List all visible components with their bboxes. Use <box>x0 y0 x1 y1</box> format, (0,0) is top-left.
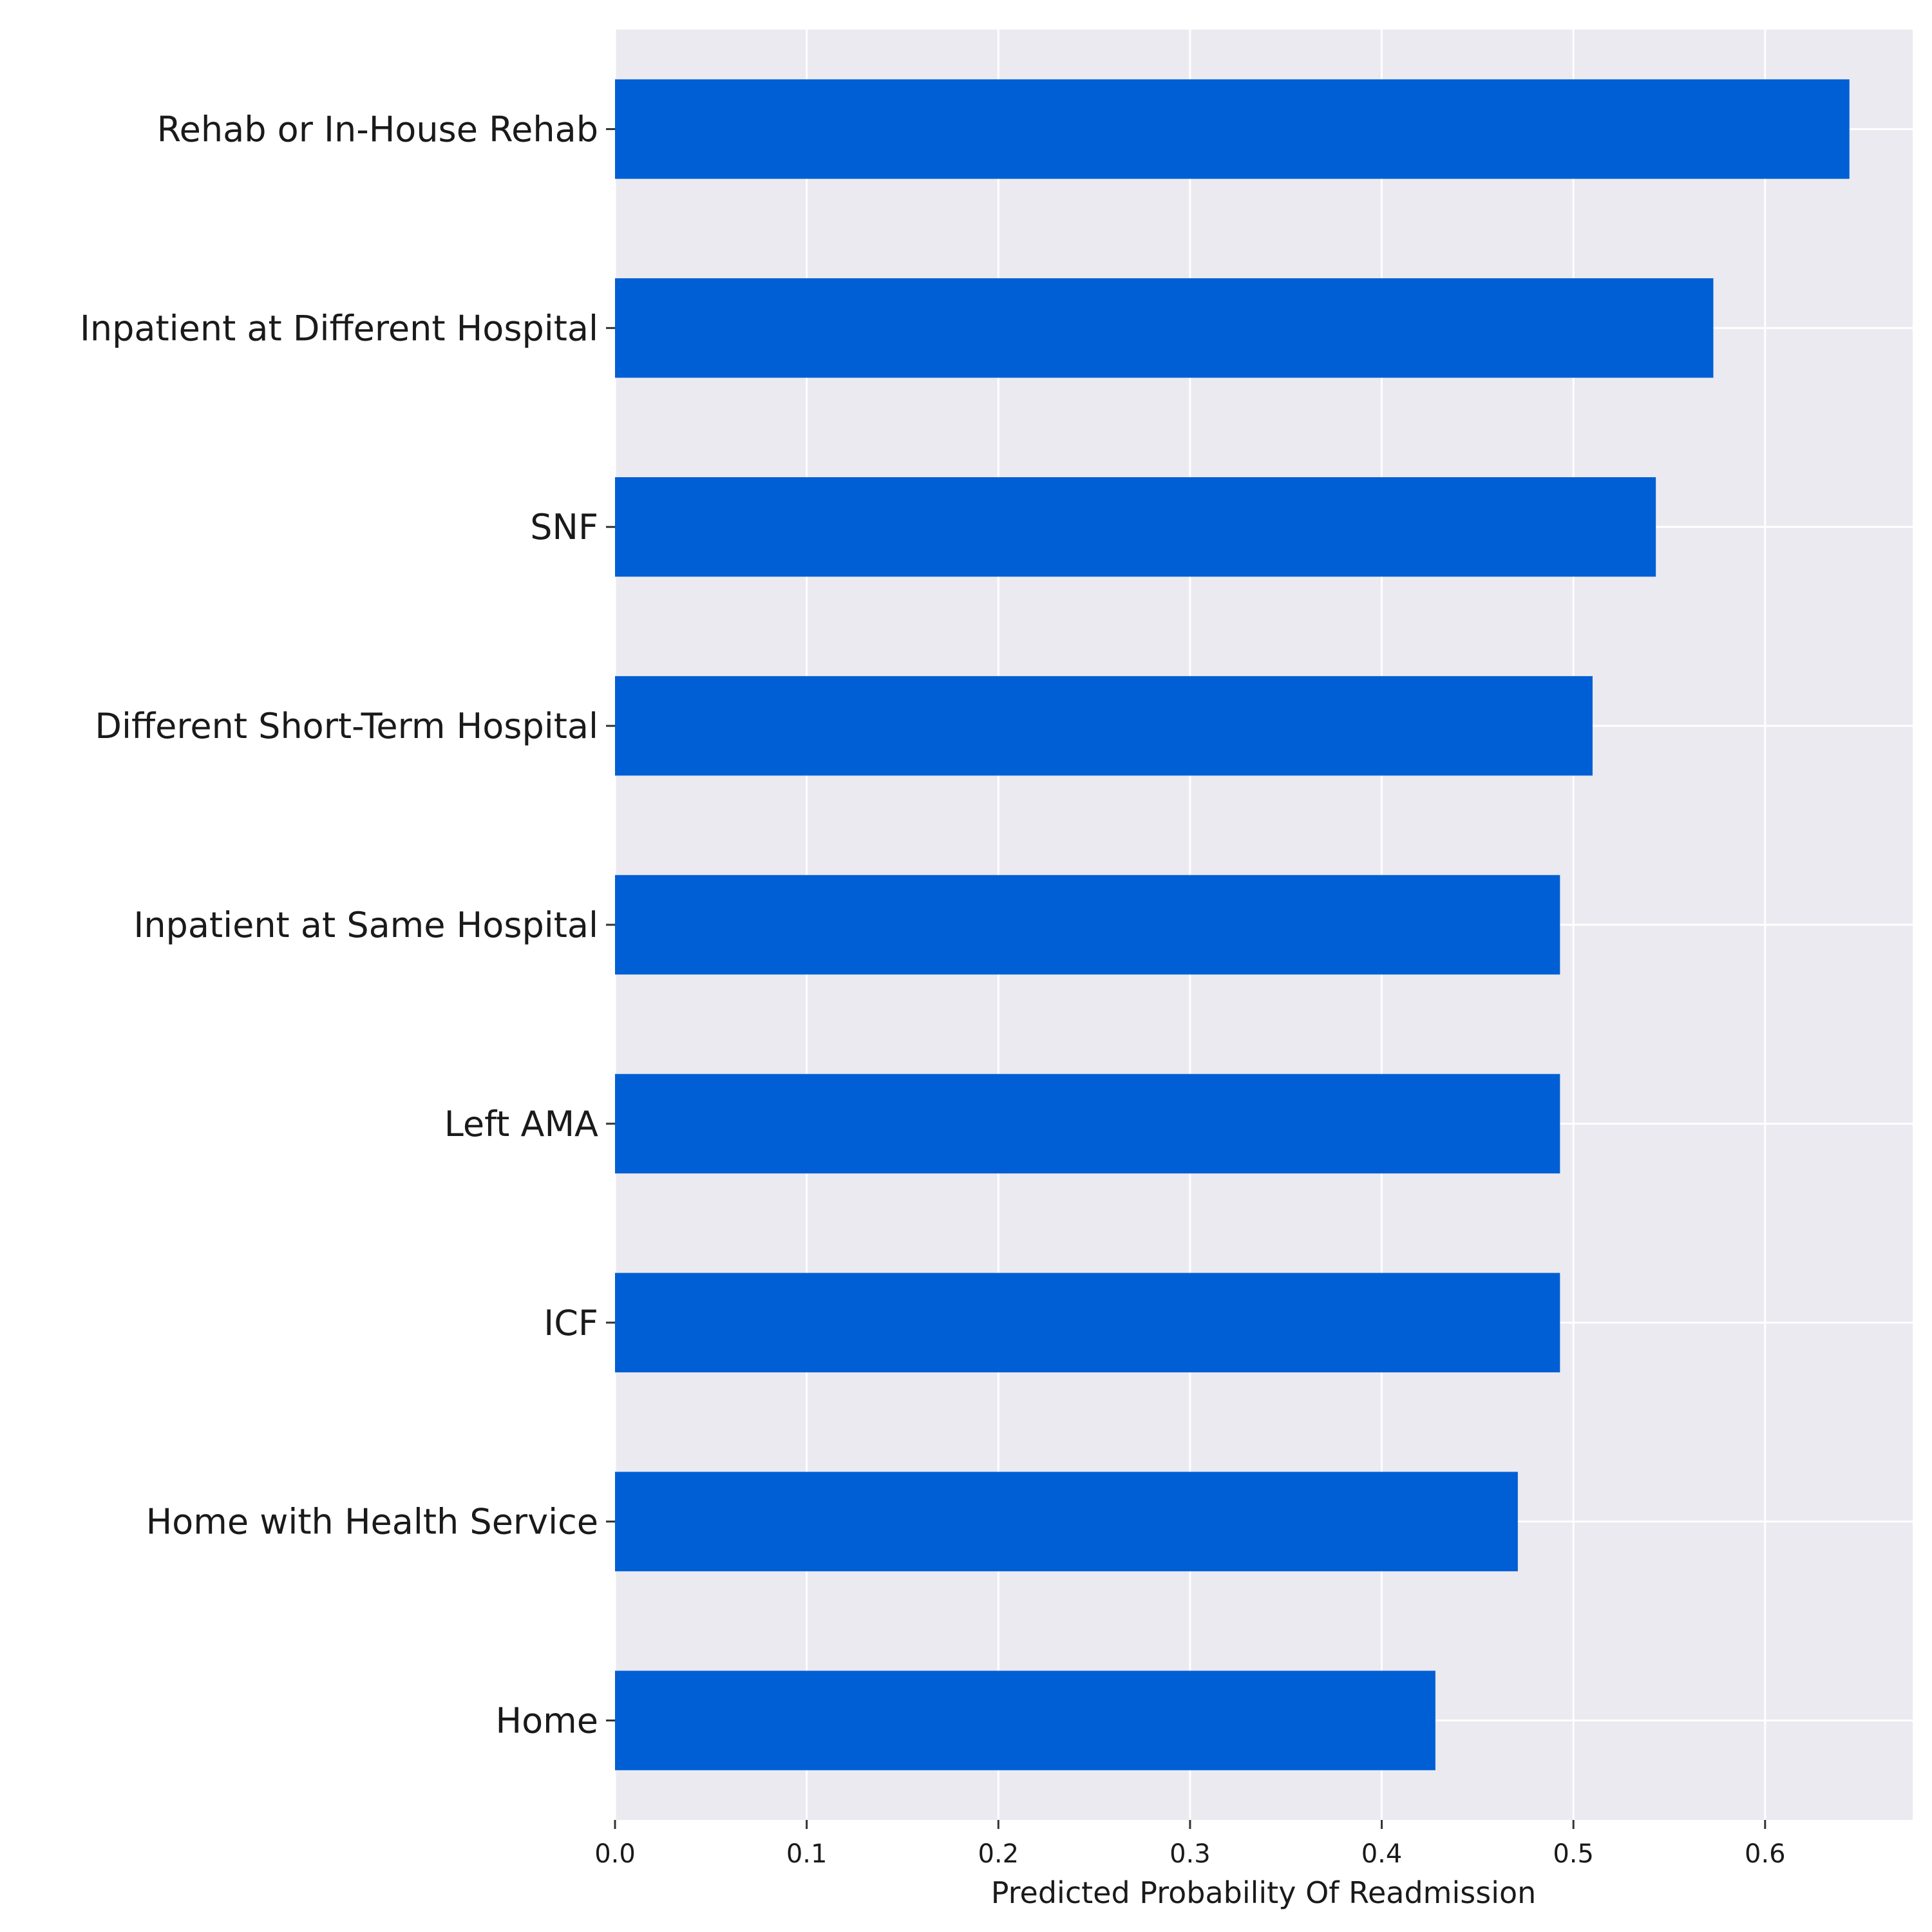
x-tick-label: 0.6 <box>1745 1839 1786 1869</box>
x-tick-label: 0.4 <box>1361 1839 1403 1869</box>
y-tick-label: Different Short-Term Hospital <box>95 706 598 746</box>
y-tick-label: ICF <box>544 1303 598 1343</box>
bar <box>615 477 1656 577</box>
x-tick-label: 0.0 <box>594 1839 636 1869</box>
y-tick-label: Inpatient at Same Hospital <box>133 905 598 945</box>
bar <box>615 1472 1518 1571</box>
bar <box>615 79 1850 179</box>
y-tick-label: SNF <box>530 507 598 547</box>
y-tick-label: Rehab or In-House Rehab <box>157 109 598 149</box>
bars <box>615 79 1850 1770</box>
bar <box>615 1074 1560 1174</box>
x-axis-label: Predicted Probability Of Readmission <box>991 1875 1537 1910</box>
bar <box>615 875 1560 975</box>
y-axis: Rehab or In-House Rehab Inpatient at Diff… <box>80 109 615 1741</box>
y-tick-label: Home <box>496 1701 598 1741</box>
x-tick-label: 0.3 <box>1170 1839 1211 1869</box>
y-tick-label: Home with Health Service <box>146 1502 598 1542</box>
bar <box>615 1671 1435 1770</box>
bar <box>615 676 1593 776</box>
x-tick-label: 0.1 <box>786 1839 828 1869</box>
y-tick-label: Inpatient at Different Hospital <box>80 308 598 348</box>
x-tick-label: 0.2 <box>978 1839 1019 1869</box>
bar <box>615 278 1714 378</box>
bar <box>615 1273 1560 1372</box>
y-tick-label: Left AMA <box>444 1104 598 1144</box>
x-tick-label: 0.5 <box>1553 1839 1594 1869</box>
x-axis: 0.0 0.1 0.2 0.3 0.4 0.5 0.6 <box>594 1820 1786 1869</box>
